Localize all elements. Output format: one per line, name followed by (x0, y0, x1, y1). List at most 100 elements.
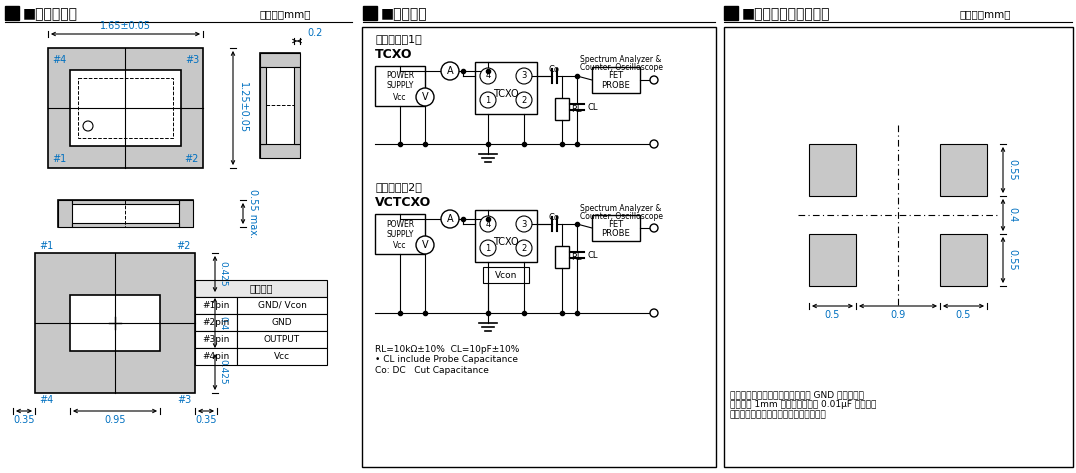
Bar (237, 314, 327, 331)
Text: POWER: POWER (386, 71, 414, 80)
Bar (260, 53, 300, 67)
Text: RL=10kΩ±10%  CL=10pF±10%
• CL include Probe Capacitance
Co: DC   Cut Capacitance: RL=10kΩ±10% CL=10pF±10% • CL include Pro… (376, 345, 520, 375)
Text: #1: #1 (52, 154, 67, 164)
Text: 0.9: 0.9 (890, 310, 906, 320)
Bar (58, 200, 72, 227)
Text: PROBE: PROBE (601, 228, 631, 237)
Text: #2: #2 (185, 154, 199, 164)
Circle shape (650, 224, 659, 232)
Circle shape (441, 210, 459, 228)
Bar (592, 67, 640, 93)
Bar (70, 70, 181, 146)
Bar (475, 210, 537, 262)
Circle shape (516, 92, 532, 108)
Bar (809, 234, 856, 286)
Bar (48, 48, 203, 168)
Text: ■形状・寸法: ■形状・寸法 (23, 7, 77, 21)
Circle shape (416, 236, 434, 254)
Bar (940, 234, 987, 286)
Text: 4: 4 (485, 219, 491, 228)
Circle shape (441, 62, 459, 80)
Text: 0.55 max.: 0.55 max. (247, 189, 258, 237)
Bar (195, 314, 237, 331)
Text: V: V (422, 240, 428, 250)
Bar (363, 6, 377, 20)
Text: #3: #3 (185, 55, 199, 65)
Text: 0.35: 0.35 (13, 415, 34, 425)
Text: #1: #1 (39, 241, 53, 251)
Text: 注）本製品ご使用の際は、電源と GND 間（製品端
　子から 1mm 程度の位置）に 0.01μF 程度のバ
　イパスコンデンサを入れてください。: 注）本製品ご使用の際は、電源と GND 間（製品端 子から 1mm 程度の位置）… (730, 390, 876, 420)
Text: 0.4: 0.4 (218, 316, 227, 330)
Circle shape (480, 68, 496, 84)
Bar (362, 27, 716, 467)
Text: POWER: POWER (386, 219, 414, 228)
Bar (77, 78, 173, 138)
Bar (70, 70, 181, 146)
Text: #4pin: #4pin (202, 351, 229, 360)
Text: （単位：mm）: （単位：mm） (960, 9, 1011, 19)
Text: GND: GND (271, 317, 293, 326)
Text: #1pin: #1pin (202, 300, 229, 309)
Text: #4: #4 (52, 55, 67, 65)
Text: Vcc: Vcc (393, 93, 407, 102)
Text: 4: 4 (485, 71, 491, 80)
Bar (70, 295, 160, 351)
Bar (724, 27, 1073, 467)
Circle shape (516, 240, 532, 256)
Text: #3pin: #3pin (202, 334, 229, 343)
Circle shape (480, 240, 496, 256)
Text: 2: 2 (522, 96, 526, 105)
Text: ■推奨ランドパターン: ■推奨ランドパターン (742, 7, 831, 21)
Circle shape (516, 68, 532, 84)
Text: 0.5: 0.5 (824, 310, 839, 320)
Circle shape (650, 140, 659, 148)
Text: 1: 1 (485, 96, 491, 105)
Bar (72, 200, 179, 204)
Text: CL: CL (587, 103, 598, 112)
Bar (260, 67, 266, 144)
Text: 測定回路（2）: 測定回路（2） (376, 182, 422, 192)
Text: A: A (447, 214, 453, 224)
Text: GND/ Vcon: GND/ Vcon (257, 300, 307, 309)
Bar (724, 6, 738, 20)
Bar (294, 67, 300, 144)
Text: RL: RL (570, 105, 581, 114)
Text: Spectrum Analyzer &: Spectrum Analyzer & (580, 203, 662, 212)
Bar (376, 214, 425, 254)
Bar (237, 348, 327, 365)
Bar (260, 53, 300, 158)
Text: （単位：mm）: （単位：mm） (260, 9, 311, 19)
Bar (36, 253, 195, 393)
Text: ■測定回路: ■測定回路 (381, 7, 427, 21)
Text: TCXO: TCXO (376, 48, 412, 61)
Text: CL: CL (587, 251, 598, 260)
Circle shape (516, 216, 532, 232)
Text: 1.25±0.05: 1.25±0.05 (238, 82, 247, 133)
Text: Counter, Oscilloscope: Counter, Oscilloscope (580, 211, 663, 220)
Bar (58, 200, 193, 227)
Text: 0.425: 0.425 (218, 359, 227, 385)
Text: Co: Co (549, 212, 560, 221)
Circle shape (480, 92, 496, 108)
Text: SUPPLY: SUPPLY (386, 229, 413, 238)
Bar (195, 348, 237, 365)
Text: FET: FET (608, 71, 624, 80)
Text: TCXO: TCXO (493, 237, 519, 247)
Text: 0.4: 0.4 (1007, 207, 1017, 223)
Text: 1: 1 (485, 244, 491, 253)
Text: Counter, Oscilloscope: Counter, Oscilloscope (580, 63, 663, 72)
Bar (592, 215, 640, 241)
Bar (237, 297, 327, 314)
Circle shape (650, 309, 659, 317)
Text: 0.425: 0.425 (218, 261, 227, 287)
Text: #3: #3 (176, 395, 192, 405)
Text: 3: 3 (521, 219, 526, 228)
Text: TCXO: TCXO (493, 89, 519, 99)
Bar (237, 331, 327, 348)
Bar (555, 246, 569, 268)
Text: V: V (422, 92, 428, 102)
Text: ピン配列: ピン配列 (250, 283, 272, 293)
Text: 0.95: 0.95 (104, 415, 126, 425)
Text: 0.55: 0.55 (1007, 159, 1017, 181)
Bar (179, 200, 193, 227)
